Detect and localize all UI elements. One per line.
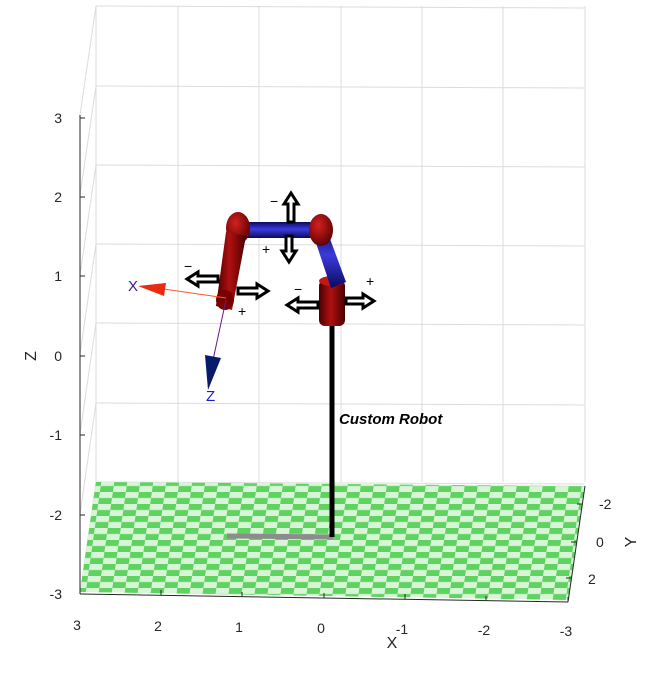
floor-checkerboard — [80, 482, 585, 600]
jog-minus-sign: − — [294, 281, 302, 297]
x-axis-label: X — [387, 635, 398, 652]
z-tick-labels: 3 2 1 0 -1 -2 -3 — [50, 110, 63, 602]
x-tick-marks — [79, 589, 569, 602]
jog-plus-sign: + — [238, 303, 246, 319]
shoulder-joint[interactable] — [309, 214, 333, 246]
jog-right-arrow[interactable] — [344, 291, 377, 311]
jog-down-arrow[interactable] — [279, 234, 299, 265]
jog-up-arrow[interactable] — [281, 190, 301, 224]
z-tick: 1 — [54, 268, 62, 284]
z-tick: -2 — [50, 507, 63, 523]
z-axis-label: Z — [23, 351, 40, 361]
base-joint[interactable] — [319, 280, 345, 326]
robot-base-plate — [226, 533, 334, 540]
robot-name-label: Custom Robot — [339, 411, 443, 428]
y-tick: 2 — [588, 571, 596, 587]
robot-arm[interactable] — [216, 212, 346, 326]
elbow-link[interactable] — [240, 222, 320, 238]
y-tick: -2 — [599, 496, 612, 512]
x-tick-labels: 3 2 1 0 -1 -2 -3 — [73, 617, 572, 639]
jog-left-arrow[interactable] — [284, 295, 320, 315]
z-tick-marks — [80, 117, 85, 595]
x-tick: -3 — [560, 623, 573, 639]
jog-minus-sign: − — [184, 258, 192, 274]
x-tick: 3 — [73, 617, 81, 633]
jog-plus-sign: + — [366, 273, 374, 289]
y-tick: 0 — [596, 534, 604, 550]
y-axis-line — [567, 485, 586, 603]
frame-z-label: Z — [206, 388, 215, 405]
x-tick: 2 — [154, 618, 162, 634]
z-tick: -3 — [50, 586, 63, 602]
jog-right-arrow[interactable] — [236, 281, 271, 301]
z-tick: 3 — [54, 110, 62, 126]
x-tick: 0 — [317, 620, 325, 636]
jog-control-wrist[interactable]: − + — [184, 258, 271, 319]
y-tick-marks — [566, 503, 582, 579]
end-effector-frame: X Z — [128, 278, 227, 405]
x-tick: -2 — [478, 622, 491, 638]
z-tick: 2 — [54, 189, 62, 205]
jog-control-elbow[interactable]: − + — [262, 190, 301, 265]
x-tick: -1 — [396, 621, 409, 637]
jog-control-base[interactable]: − + — [284, 273, 377, 315]
y-axis-label: Y — [623, 536, 640, 547]
jog-left-arrow[interactable] — [184, 269, 220, 289]
frame-x-label: X — [128, 278, 138, 295]
z-tick: 0 — [54, 348, 62, 364]
x-tick: 1 — [235, 619, 243, 635]
y-tick-labels: -2 0 2 — [588, 496, 612, 587]
wrist-joint[interactable] — [216, 290, 234, 310]
frame-x-arrow — [138, 283, 166, 296]
frame-z-arrow — [205, 355, 221, 390]
jog-plus-sign: + — [262, 241, 270, 257]
z-tick: -1 — [50, 427, 63, 443]
jog-minus-sign: − — [270, 193, 278, 209]
